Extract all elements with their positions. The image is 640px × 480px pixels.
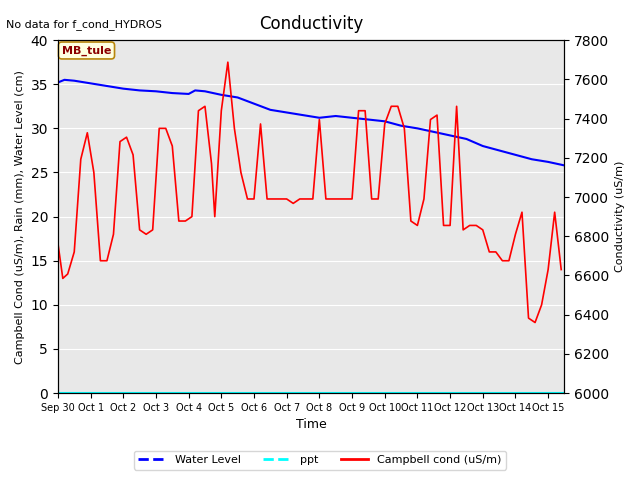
Campbell cond (uS/m)	[188, 214, 196, 219]
Water Level	[528, 156, 536, 162]
Water Level	[250, 101, 258, 107]
Water Level	[54, 80, 61, 85]
Water Level	[87, 81, 95, 86]
Text: No data for f_cond_HYDROS: No data for f_cond_HYDROS	[6, 19, 163, 30]
Water Level	[544, 159, 552, 165]
Water Level	[136, 87, 143, 93]
Water Level	[283, 109, 291, 115]
Campbell cond (uS/m)	[263, 196, 271, 202]
Campbell cond (uS/m)	[427, 117, 435, 122]
Campbell cond (uS/m)	[175, 218, 182, 224]
Water Level	[430, 129, 438, 135]
Campbell cond (uS/m)	[348, 196, 356, 202]
Water Level	[61, 77, 68, 83]
X-axis label: Time: Time	[296, 419, 326, 432]
Water Level	[495, 147, 503, 153]
Y-axis label: Campbell Cond (uS/m), Rain (mm), Water Level (cm): Campbell Cond (uS/m), Rain (mm), Water L…	[15, 70, 25, 363]
Title: Conductivity: Conductivity	[259, 15, 364, 33]
Water Level	[561, 163, 568, 168]
Water Level	[463, 136, 470, 142]
Legend: Water Level, ppt, Campbell cond (uS/m): Water Level, ppt, Campbell cond (uS/m)	[134, 451, 506, 469]
Campbell cond (uS/m)	[257, 121, 264, 127]
Campbell cond (uS/m)	[54, 240, 61, 246]
Water Level	[266, 107, 274, 113]
Campbell cond (uS/m)	[531, 320, 539, 325]
Campbell cond (uS/m)	[557, 267, 565, 273]
Line: Campbell cond (uS/m): Campbell cond (uS/m)	[58, 62, 561, 323]
Water Level	[381, 119, 388, 124]
Water Level	[511, 152, 519, 158]
Water Level	[446, 132, 454, 138]
Water Level	[397, 123, 405, 129]
Y-axis label: Conductivity (uS/m): Conductivity (uS/m)	[615, 161, 625, 272]
Water Level	[299, 112, 307, 118]
Water Level	[70, 78, 78, 84]
Water Level	[191, 87, 199, 93]
Water Level	[332, 113, 340, 119]
Water Level	[218, 92, 225, 98]
Water Level	[348, 115, 356, 120]
Campbell cond (uS/m)	[224, 60, 232, 65]
Water Level	[168, 90, 176, 96]
Water Level	[234, 95, 241, 100]
Water Level	[365, 117, 372, 122]
Water Level	[201, 88, 209, 94]
Water Level	[185, 91, 193, 97]
Water Level	[103, 83, 111, 89]
Text: MB_tule: MB_tule	[62, 45, 111, 56]
Water Level	[413, 125, 421, 131]
Water Level	[152, 88, 160, 94]
Water Level	[479, 143, 486, 149]
Line: Water Level: Water Level	[58, 80, 564, 166]
Water Level	[316, 115, 323, 120]
Water Level	[120, 86, 127, 92]
